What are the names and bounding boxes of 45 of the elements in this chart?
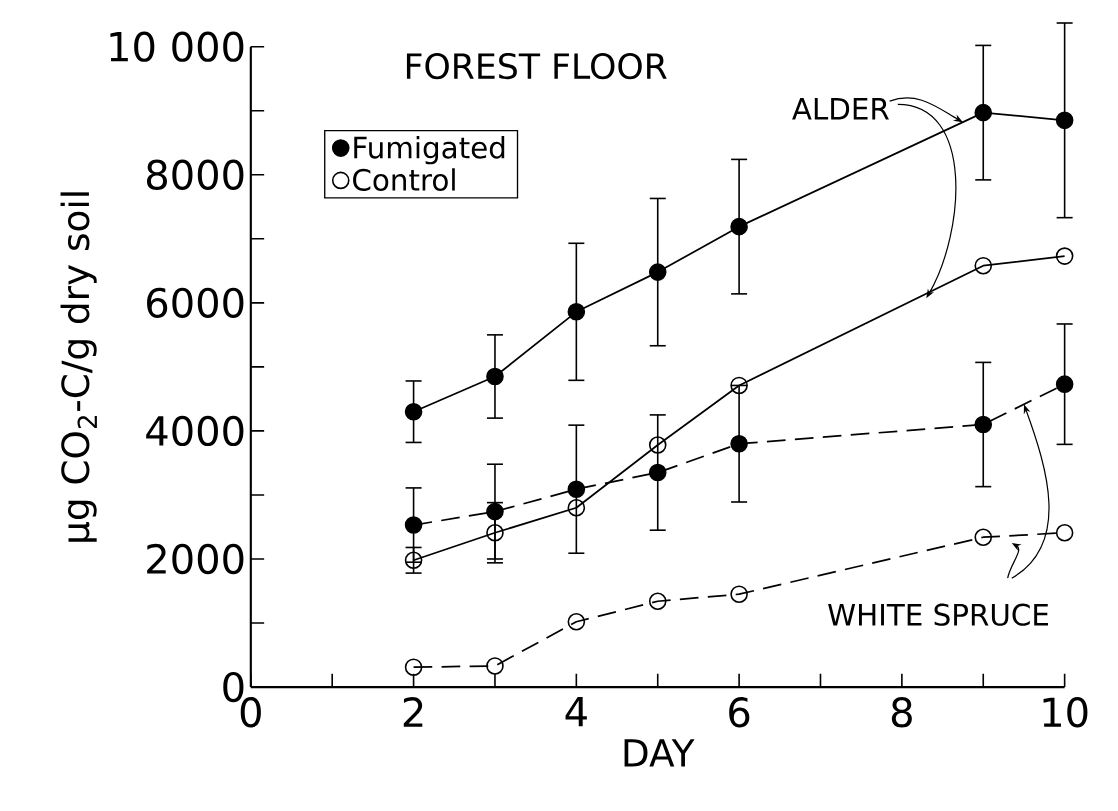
point <box>974 256 993 275</box>
point <box>648 592 667 610</box>
y-tick-label: 4000 <box>146 415 244 446</box>
point <box>974 528 993 546</box>
point <box>648 463 667 482</box>
y-tick-label: 10 000 <box>110 31 244 62</box>
point <box>730 376 748 395</box>
point <box>567 302 586 321</box>
annotation: WHITE SPRUCE <box>828 603 1049 626</box>
point <box>974 415 993 434</box>
x-tick-label: 4 <box>565 697 587 727</box>
y-axis-title: μg CO$_{2}$-C/g dry soil <box>60 192 97 542</box>
point <box>567 480 586 498</box>
x-tick-label: 6 <box>729 697 750 728</box>
x-axis-title: DAY <box>624 739 695 767</box>
y-tick-label: 6000 <box>147 287 244 318</box>
point <box>567 612 586 631</box>
point <box>730 585 748 603</box>
point <box>974 103 993 122</box>
point <box>730 217 748 236</box>
point <box>1055 375 1074 393</box>
point <box>486 657 504 675</box>
legend-label: Control <box>353 168 455 191</box>
point <box>1055 111 1074 130</box>
y-tick-label: 8000 <box>146 159 244 190</box>
point <box>1055 523 1074 542</box>
x-tick-label: 8 <box>891 697 912 728</box>
point <box>648 263 667 281</box>
annotation: ALDER <box>792 98 889 120</box>
point <box>730 434 748 453</box>
chart-title: FOREST FLOOR <box>406 52 667 80</box>
point <box>486 523 504 542</box>
point <box>404 402 423 421</box>
point <box>567 498 586 517</box>
point <box>404 516 423 534</box>
y-tick-label: 2000 <box>147 543 244 575</box>
point <box>648 436 667 454</box>
point <box>486 367 504 386</box>
point <box>1055 247 1074 265</box>
point <box>404 551 423 570</box>
legend-label: Fumigated <box>354 135 505 165</box>
x-tick-label: 10 <box>1043 697 1088 728</box>
point <box>486 502 504 521</box>
x-tick-label: 2 <box>403 697 423 727</box>
point <box>404 658 423 676</box>
